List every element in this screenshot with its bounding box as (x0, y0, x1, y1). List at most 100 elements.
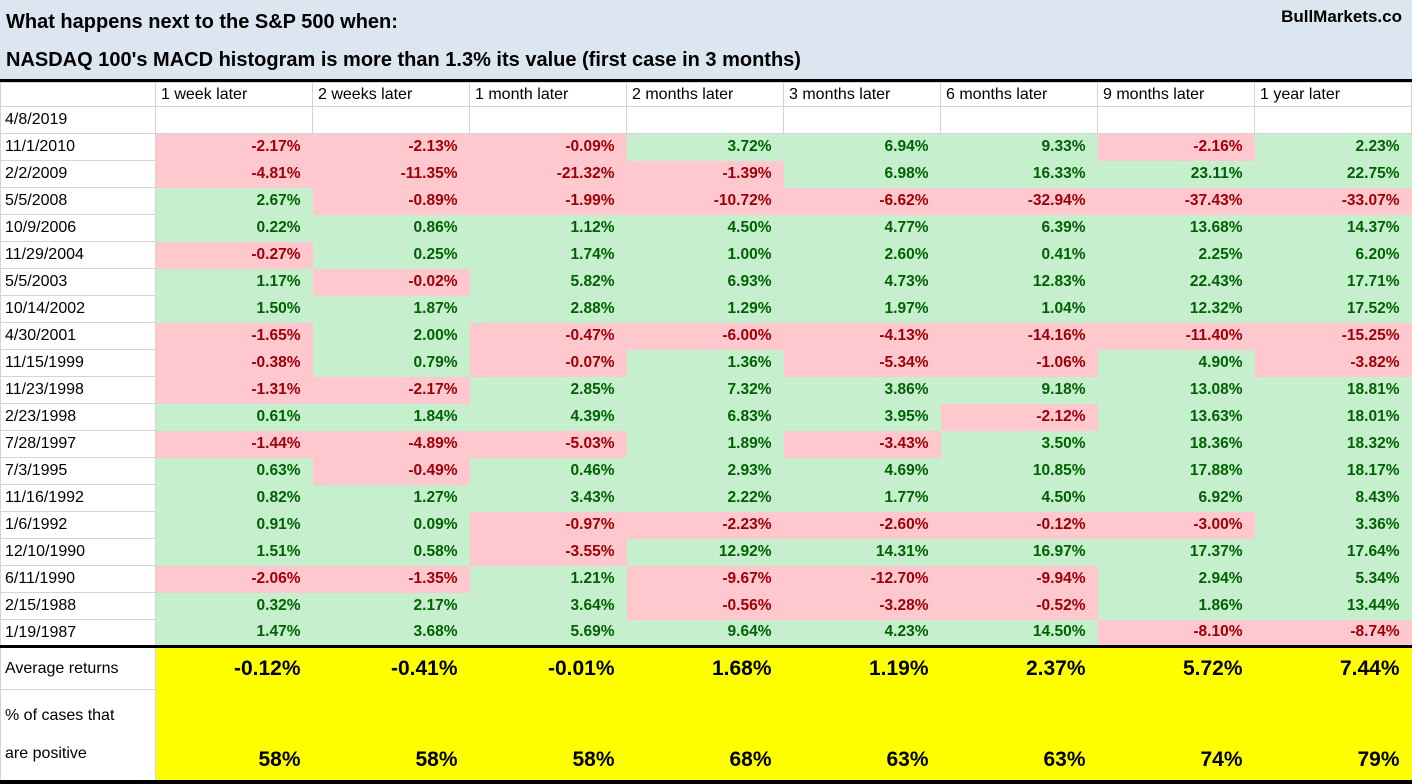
column-header: 3 months later (783, 82, 941, 107)
return-cell: 2.94% (1097, 565, 1255, 593)
return-cell: 1.00% (626, 241, 784, 269)
return-cell: -10.72% (626, 187, 784, 215)
return-cell: -0.97% (469, 511, 627, 539)
return-cell: -5.34% (783, 349, 941, 377)
return-cell: -6.62% (783, 187, 941, 215)
return-cell: 18.01% (1254, 403, 1412, 431)
return-cell: 1.51% (155, 538, 313, 566)
percent-positive-cell: 58% (312, 689, 470, 784)
return-cell: 2.60% (783, 241, 941, 269)
row-date: 5/5/2008 (0, 187, 156, 215)
table-row: 5/5/2008 2.67% -0.89% -1.99% -10.72% -6.62% -3… (0, 187, 1412, 215)
return-cell: -12.70% (783, 565, 941, 593)
return-cell: -8.74% (1254, 619, 1412, 647)
row-date: 11/23/1998 (0, 376, 156, 404)
corner-cell (0, 82, 156, 107)
return-cell: 13.68% (1097, 214, 1255, 242)
return-cell: -33.07% (1254, 187, 1412, 215)
return-cell: -5.03% (469, 430, 627, 458)
average-cell: 5.72% (1097, 645, 1255, 690)
return-cell: 22.75% (1254, 160, 1412, 188)
return-cell: 13.63% (1097, 403, 1255, 431)
return-cell: 12.32% (1097, 295, 1255, 323)
table-row: 4/8/2019 (0, 106, 1412, 134)
return-cell: 18.32% (1254, 430, 1412, 458)
return-cell: 13.44% (1254, 592, 1412, 620)
column-header: 9 months later (1097, 82, 1255, 107)
return-cell: 9.33% (940, 133, 1098, 161)
return-cell: -37.43% (1097, 187, 1255, 215)
return-cell: 0.82% (155, 484, 313, 512)
return-cell: 1.21% (469, 565, 627, 593)
return-cell: 3.95% (783, 403, 941, 431)
return-cell: 1.47% (155, 619, 313, 647)
percent-positive-label: % of cases that are positive (0, 689, 156, 784)
return-cell: 4.50% (626, 214, 784, 242)
return-cell (626, 106, 784, 134)
return-cell: 1.12% (469, 214, 627, 242)
return-cell: 1.50% (155, 295, 313, 323)
return-cell: 1.74% (469, 241, 627, 269)
return-cell: 4.50% (940, 484, 1098, 512)
row-date: 12/10/1990 (0, 538, 156, 566)
table-row: 7/3/1995 0.63% -0.49% 0.46% 2.93% 4.69% 10.85%… (0, 457, 1412, 485)
percent-positive-cell: 63% (783, 689, 941, 784)
return-cell: 3.86% (783, 376, 941, 404)
return-cell: -3.55% (469, 538, 627, 566)
return-cell: 18.17% (1254, 457, 1412, 485)
return-cell: -11.35% (312, 160, 470, 188)
return-cell: -3.00% (1097, 511, 1255, 539)
row-date: 7/28/1997 (0, 430, 156, 458)
return-cell: -8.10% (1097, 619, 1255, 647)
return-cell: 6.39% (940, 214, 1098, 242)
return-cell: 0.86% (312, 214, 470, 242)
return-cell (155, 106, 313, 134)
return-cell: -0.02% (312, 268, 470, 296)
table-row: 10/14/2002 1.50% 1.87% 2.88% 1.29% 1.97% 1.04%… (0, 295, 1412, 323)
return-cell: 2.67% (155, 187, 313, 215)
table-row: 7/28/1997 -1.44% -4.89% -5.03% 1.89% -3.43% 3.… (0, 430, 1412, 458)
return-cell: 0.61% (155, 403, 313, 431)
return-cell: 6.20% (1254, 241, 1412, 269)
return-cell: 23.11% (1097, 160, 1255, 188)
return-cell: 0.32% (155, 592, 313, 620)
return-cell: 2.00% (312, 322, 470, 350)
percent-positive-cell: 74% (1097, 689, 1255, 784)
table-row: 2/15/1988 0.32% 2.17% 3.64% -0.56% -3.28% -0.5… (0, 592, 1412, 620)
table-row: 1/19/1987 1.47% 3.68% 5.69% 9.64% 4.23% 14.50%… (0, 619, 1412, 647)
column-header: 2 weeks later (312, 82, 470, 107)
return-cell: -2.23% (626, 511, 784, 539)
return-cell: 0.46% (469, 457, 627, 485)
column-header: 6 months later (940, 82, 1098, 107)
table-row: 5/5/2003 1.17% -0.02% 5.82% 6.93% 4.73% 12.83%… (0, 268, 1412, 296)
return-cell: -0.07% (469, 349, 627, 377)
return-cell: 3.72% (626, 133, 784, 161)
return-cell: 2.88% (469, 295, 627, 323)
return-cell: 12.83% (940, 268, 1098, 296)
column-header: 1 week later (155, 82, 313, 107)
return-cell: -4.89% (312, 430, 470, 458)
return-cell: 17.64% (1254, 538, 1412, 566)
percent-positive-cell: 63% (940, 689, 1098, 784)
row-date: 1/6/1992 (0, 511, 156, 539)
average-cell: 2.37% (940, 645, 1098, 690)
row-date: 5/5/2003 (0, 268, 156, 296)
return-cell (469, 106, 627, 134)
return-cell: 0.22% (155, 214, 313, 242)
return-cell (783, 106, 941, 134)
row-date: 2/2/2009 (0, 160, 156, 188)
return-cell: 0.41% (940, 241, 1098, 269)
return-cell: 22.43% (1097, 268, 1255, 296)
return-cell: 13.08% (1097, 376, 1255, 404)
return-cell: 0.79% (312, 349, 470, 377)
return-cell: 2.17% (312, 592, 470, 620)
return-cell: 3.68% (312, 619, 470, 647)
return-cell: 17.52% (1254, 295, 1412, 323)
return-cell: 6.83% (626, 403, 784, 431)
table-row: 10/9/2006 0.22% 0.86% 1.12% 4.50% 4.77% 6.39% 1… (0, 214, 1412, 242)
return-cell: -0.12% (940, 511, 1098, 539)
row-date: 4/30/2001 (0, 322, 156, 350)
page-title: What happens next to the S&P 500 when: (6, 11, 398, 33)
average-cell: -0.41% (312, 645, 470, 690)
table-row: 11/29/2004 -0.27% 0.25% 1.74% 1.00% 2.60% 0.41… (0, 241, 1412, 269)
